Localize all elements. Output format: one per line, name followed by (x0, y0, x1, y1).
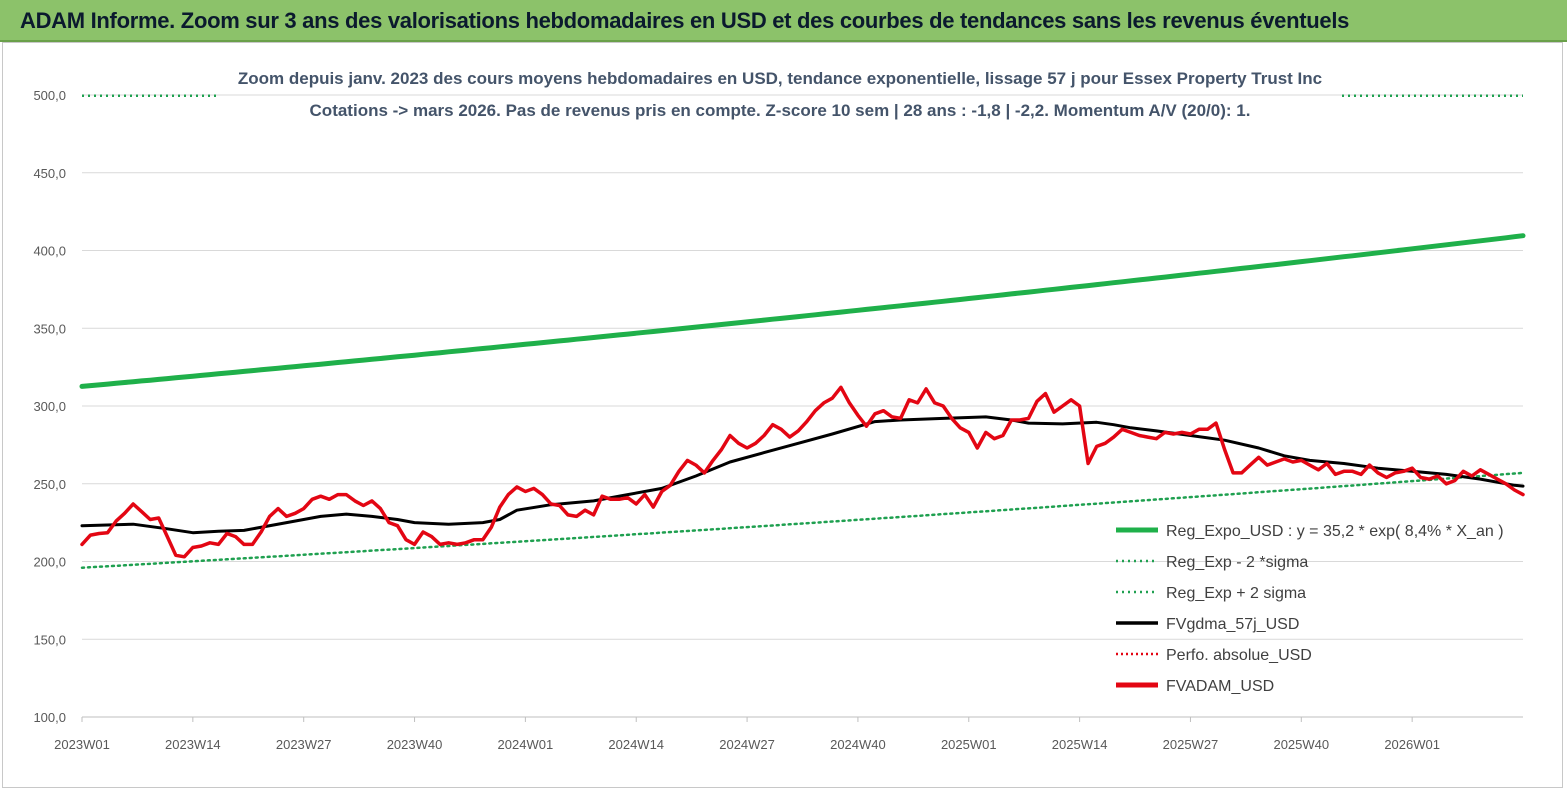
legend-label: Reg_Exp - 2 *sigma (1166, 554, 1308, 571)
x-tick-label: 2024W27 (719, 737, 775, 752)
y-tick-label: 300,0 (33, 399, 66, 414)
legend: Reg_Expo_USD : y = 35,2 * exp( 8,4% * X_… (1116, 523, 1504, 695)
x-axis: 2023W01 2023W14 2023W27 2023W40 2024W01 2024W… (54, 717, 1440, 752)
x-tick-label: 2025W27 (1163, 737, 1219, 752)
y-tick-label: 150,0 (33, 632, 66, 647)
x-tick-label: 2025W01 (941, 737, 997, 752)
series-fvadam (80, 385, 1525, 559)
x-tick-label: 2026W01 (1384, 737, 1440, 752)
legend-label: Perfo. absolue_USD (1166, 647, 1312, 664)
x-tick-label: 2023W40 (387, 737, 443, 752)
series-layer (79, 94, 1526, 569)
x-tick-label: 2023W27 (276, 737, 332, 752)
x-tick-label: 2023W14 (165, 737, 221, 752)
y-tick-label: 500,0 (33, 88, 66, 103)
series-reg-expo (79, 233, 1526, 389)
chart-subtitle: Cotations -> mars 2026. Pas de revenus p… (310, 101, 1251, 120)
x-tick-label: 2024W14 (608, 737, 664, 752)
report-title: ADAM Informe. Zoom sur 3 ans des valoris… (20, 8, 1350, 33)
y-tick-label: 200,0 (33, 555, 66, 570)
x-tick-label: 2024W40 (830, 737, 886, 752)
series-fvgdma-57j (80, 415, 1525, 535)
x-tick-label: 2023W01 (54, 737, 110, 752)
y-tick-label: 350,0 (33, 321, 66, 336)
y-tick-label: 400,0 (33, 244, 66, 259)
y-tick-label: 100,0 (33, 710, 66, 725)
legend-label: Reg_Exp + 2 sigma (1166, 585, 1306, 602)
legend-label: FVADAM_USD (1166, 678, 1274, 695)
chart-title: Zoom depuis janv. 2023 des cours moyens … (238, 69, 1322, 88)
gridlines (82, 94, 1523, 718)
report-banner: ADAM Informe. Zoom sur 3 ans des valoris… (0, 0, 1567, 42)
x-tick-label: 2024W01 (498, 737, 554, 752)
legend-label: Reg_Expo_USD : y = 35,2 * exp( 8,4% * X_… (1166, 523, 1504, 540)
x-tick-label: 2025W40 (1273, 737, 1329, 752)
y-tick-label: 450,0 (33, 166, 66, 181)
y-axis: 100,0 150,0 200,0 250,0 300,0 350,0 400,0 450,0… (33, 88, 66, 725)
y-tick-label: 250,0 (33, 477, 66, 492)
chart-frame (2, 42, 1563, 788)
series-reg-minus-2sigma (80, 471, 1525, 569)
legend-label: FVgdma_57j_USD (1166, 616, 1299, 633)
x-tick-label: 2025W14 (1052, 737, 1108, 752)
